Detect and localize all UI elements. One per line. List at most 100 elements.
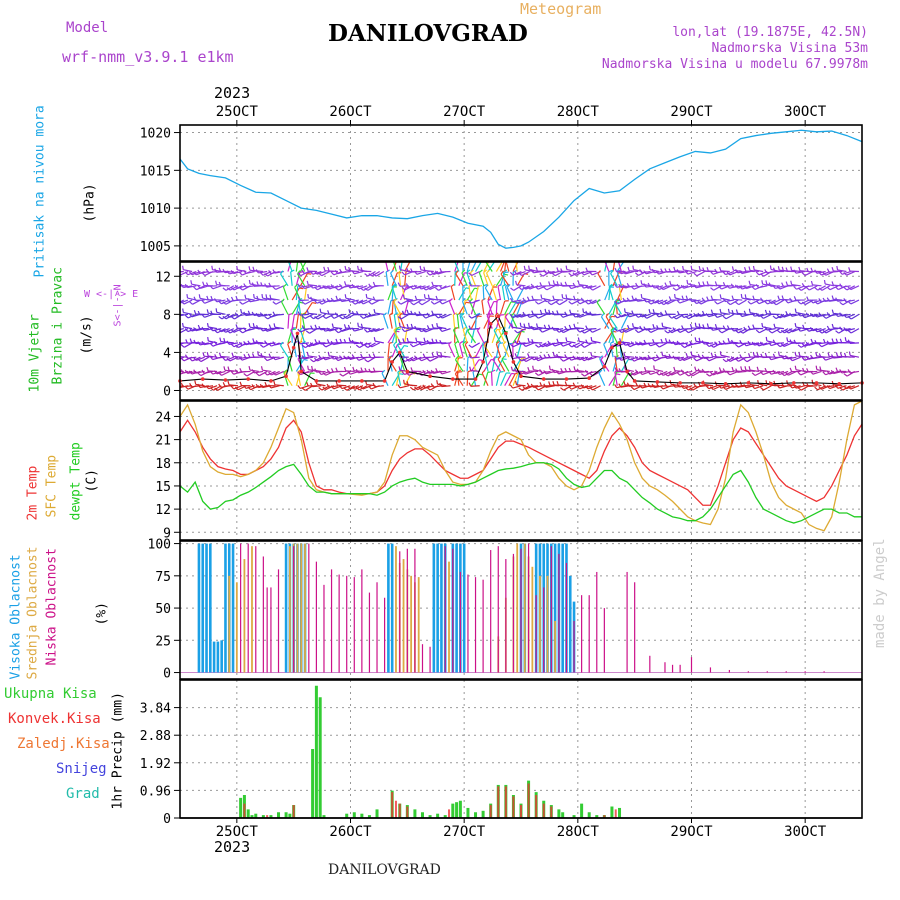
wind-barb-flag: [556, 267, 559, 272]
wind-barb-flag: [426, 358, 431, 362]
wind-barb-flag: [414, 386, 418, 391]
wind-barb-flag: [776, 343, 781, 348]
wind-barb: [454, 359, 464, 372]
wind-barb-flag: [430, 369, 434, 374]
wind-barb-flag: [468, 382, 472, 387]
wind-barb-flag: [651, 268, 655, 274]
wind-barb-flag: [706, 266, 709, 272]
wind-barb-flag: [236, 265, 239, 271]
wind-barb-flag: [686, 279, 689, 284]
wind-barb-flag: [714, 324, 718, 329]
wind-barb: [483, 272, 489, 286]
wind-barb-flag: [173, 302, 176, 305]
high-cloud-bar: [568, 575, 572, 673]
wind-barb-flag: [268, 371, 272, 376]
wind-barb: [508, 301, 517, 315]
wind-barb-flag: [294, 313, 299, 316]
wind-barb-flag: [684, 270, 689, 275]
wind-barb-flag: [551, 326, 555, 331]
wind-barb: [712, 328, 722, 331]
wind-barb: [571, 299, 580, 305]
wind-barb-flag: [682, 265, 684, 271]
wind-barb: [575, 342, 585, 348]
wind-barb: [358, 313, 368, 316]
wind-speed-point: [360, 379, 364, 383]
wind-barb: [437, 383, 447, 387]
wind-barb-flag: [664, 372, 669, 377]
wind-barb: [316, 370, 326, 373]
wind-barb-flag: [459, 340, 464, 345]
wind-barb-flag: [180, 300, 185, 305]
wind-barb-flag: [247, 353, 251, 358]
wind-barb: [420, 328, 430, 333]
wind-barb-flag: [568, 367, 572, 373]
wind-barb-flag: [372, 327, 376, 332]
wind-barb: [399, 315, 406, 329]
wind-barb: [554, 298, 564, 301]
wind-barb-flag: [213, 298, 218, 303]
total-precip-bar: [610, 806, 614, 818]
wind-barb-flag: [299, 256, 302, 259]
wind-barb-flag: [268, 353, 272, 358]
wind-barb-flag: [226, 287, 231, 291]
wind-barb-flag: [802, 324, 805, 329]
wind-barb-flag: [573, 323, 576, 328]
wind-barb: [224, 341, 234, 344]
wind-barb-flag: [580, 271, 585, 276]
wind-barb: [183, 342, 193, 348]
wind-barb-flag: [514, 339, 518, 344]
wind-barb: [845, 299, 855, 303]
wind-barb-flag: [739, 330, 744, 334]
wind-barb-flag: [403, 379, 405, 384]
wind-barb-flag: [539, 273, 544, 277]
wind-barb: [393, 262, 397, 272]
wind-barb-flag: [330, 340, 334, 345]
meteogram-label: Meteogram: [520, 0, 602, 18]
wind-barb-flag: [438, 327, 443, 332]
wind-barb-flag: [522, 370, 526, 375]
wind-barb-flag: [777, 295, 780, 300]
wind-barb-flag: [506, 257, 510, 258]
wind-barb: [833, 384, 843, 387]
wind-barb-flag: [518, 300, 523, 305]
wind-barb: [233, 270, 243, 275]
wind-barb-flag: [268, 324, 272, 329]
wind-barb-flag: [430, 301, 435, 305]
wind-barb-flag: [287, 256, 290, 259]
wind-barb-flag: [248, 279, 251, 285]
wind-barb-flag: [743, 342, 747, 347]
wind-barb-flag: [343, 281, 347, 286]
wind-barb: [183, 299, 193, 305]
wind-barb-flag: [543, 370, 547, 375]
wind-barb-flag: [330, 355, 334, 360]
wind-barb-flag: [564, 325, 568, 331]
wind-barb-flag: [652, 338, 655, 344]
wind-barb: [297, 371, 302, 386]
wind-barb-flag: [818, 312, 822, 317]
wind-barb: [404, 356, 414, 363]
wind-barb-flag: [197, 310, 201, 315]
wind-barb-flag: [839, 369, 843, 374]
wind-barb-flag: [780, 355, 784, 360]
wind-barb: [708, 356, 718, 362]
mid-cloud-bar: [523, 543, 526, 673]
wind-barb-flag: [173, 384, 175, 387]
wind-barb: [454, 262, 460, 272]
wind-barb: [521, 356, 530, 362]
wind-barb: [787, 356, 797, 360]
wind-barb: [375, 271, 385, 277]
x-tick-label-top: 29OCT: [670, 104, 713, 120]
wind-barb-flag: [764, 352, 768, 357]
wind-barb-flag: [664, 329, 669, 334]
wind-barb-flag: [338, 327, 343, 332]
wind-barb: [208, 385, 218, 390]
wind-barb: [704, 342, 714, 345]
conv-precip-bar: [603, 815, 606, 818]
wind-barb-flag: [234, 284, 239, 289]
wind-barb-flag: [748, 308, 751, 313]
wind-barb-flag: [614, 300, 618, 305]
wind-barb-flag: [339, 315, 344, 320]
wind-barb-flag: [185, 339, 188, 344]
wind-barb-flag: [639, 269, 643, 274]
wind-barb: [645, 370, 655, 373]
